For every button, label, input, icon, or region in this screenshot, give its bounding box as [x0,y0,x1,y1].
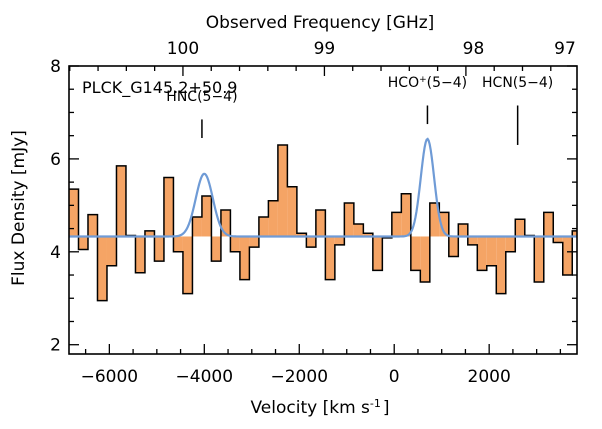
spectrum-bin [239,236,250,280]
spectrum-bin [135,236,145,273]
x-axis-title: Velocity [km s-1] [251,397,390,419]
spectrum-bin [268,200,278,237]
spectrum-bin [410,236,421,271]
spectrum-step-line [69,144,577,302]
axis-ticks [69,65,577,354]
spectrum-bin [448,236,459,257]
spectrum-bin [220,210,231,237]
spectrum-bin [372,236,383,271]
spectrum-bin [163,177,174,237]
spectrum-bin [249,236,259,248]
annotation-label: HCN(5−4) [482,75,553,91]
spectrum-bin [553,236,563,243]
spectrum-bin [69,189,79,237]
spectrum-bin [401,193,411,237]
spectrum-bin [458,223,468,237]
spectrum-bin [192,216,202,237]
x-tick-label: −4000 [176,367,234,387]
spectrum-bin [106,236,117,266]
tick-labels: −6000 −4000 −2000 0 2000 100 99 98 97 2 4 6 8 [50,39,576,387]
spectrum-bin [306,236,316,248]
spectrum-bin [572,230,577,237]
spectrum-bin [505,236,516,252]
spectrum-bin [486,236,497,266]
top-axis-title: Observed Frequency [GHz] [206,13,435,33]
annotation-label: HCO+(5−4) [388,75,467,91]
spectrum-bin [97,236,107,301]
gaussian-fit-line [69,137,577,238]
spectrum-bin [429,203,440,237]
x-tick-label: 0 [389,367,400,387]
spectrum-bin [144,230,155,237]
spectrum-bin [287,186,297,237]
spectrum-bin [173,236,183,252]
top-tick-label: 98 [463,39,485,59]
line-annotations: HNC(5−4) HCO+(5−4) HCN(5−4) [166,75,553,145]
spectrum-bin [515,219,525,237]
top-tick-label: 100 [167,39,199,59]
spectrum-bin [543,212,554,237]
spectrum-bin [230,236,240,252]
spectrum-bin [258,216,269,237]
spectrum-bin [353,223,364,237]
spectrum-bin [534,236,544,282]
spectrum-bin [562,236,573,276]
y-tick-label: 6 [50,150,61,170]
y-tick-label: 8 [50,57,61,77]
spectrum-bin [363,233,373,237]
spectrum-bin [344,203,354,237]
spectrum-bin [439,212,449,237]
x-axis-title-superscript: -1 [370,397,381,410]
spectrum-bin [154,236,164,262]
spectrum-bin [211,236,221,262]
spectrum-bin [296,233,307,237]
gaussian-fit-layer [69,137,577,238]
spectrum-bin [182,236,193,294]
spectrum-fill-layer [69,144,577,301]
spectrum-bin [391,212,402,237]
top-tick-label: 99 [314,39,336,59]
spectrum-bin [201,196,212,237]
y-axis-title: Flux Density [mJy] [9,130,29,286]
spectrum-bin [78,236,88,250]
top-tick-label: 97 [554,39,576,59]
x-tick-label: −2000 [271,367,329,387]
spectrum-bin [277,144,288,237]
spectrum-bin [116,165,126,237]
spectrum-step-layer [69,144,577,302]
spectrum-bin [87,214,98,237]
spectrum-bin [496,236,506,294]
spectrum-bin [325,236,335,280]
spectrum-bin [467,236,478,245]
plot-title: PLCK_G145.2+50.9 [82,78,237,98]
annotation-label: HNC(5−4) [166,89,237,105]
y-tick-label: 4 [50,243,61,263]
x-tick-label: 2000 [468,367,511,387]
spectrum-bin [315,210,326,237]
y-tick-label: 2 [50,336,61,356]
spectrum-bin [334,236,345,245]
x-tick-label: −6000 [81,367,139,387]
spectrum-bin [477,236,487,271]
spectrum-bin [420,236,430,282]
